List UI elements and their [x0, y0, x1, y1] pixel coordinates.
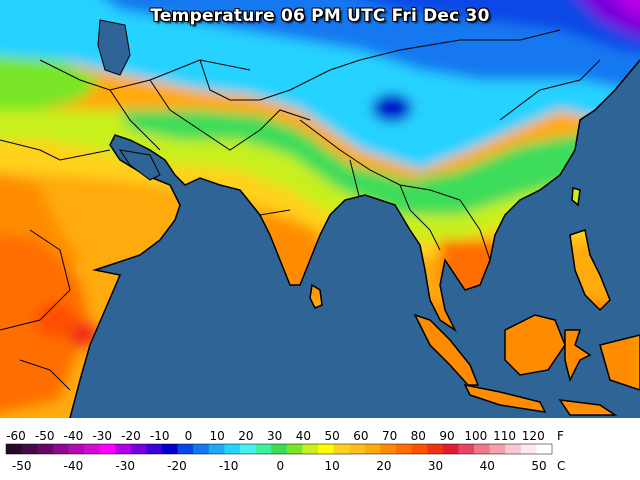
celsius-tick: -20 [167, 459, 187, 473]
celsius-tick: -30 [115, 459, 135, 473]
color-swatch [286, 444, 303, 454]
color-swatch [536, 444, 553, 454]
fahrenheit-tick: 0 [185, 429, 193, 443]
color-swatch [224, 444, 241, 454]
color-swatch [115, 444, 132, 454]
fahrenheit-tick: -40 [64, 429, 84, 443]
celsius-tick: 50 [531, 459, 546, 473]
fahrenheit-tick-labels: -60 -50 -40 -30 -20 -10 0 10 20 30 40 50 60 70 80 90 100… [6, 429, 545, 443]
fahrenheit-tick: 80 [411, 429, 426, 443]
color-swatch [99, 444, 116, 454]
color-swatch [411, 444, 428, 454]
fahrenheit-tick: 70 [382, 429, 397, 443]
celsius-tick-labels: -50 -40 -30 -20 -10 0 10 20 30 40 50 [12, 459, 547, 473]
color-swatch [364, 444, 381, 454]
color-swatch [427, 444, 444, 454]
color-swatch [255, 444, 272, 454]
celsius-unit: C [557, 459, 565, 473]
fahrenheit-tick: 60 [353, 429, 368, 443]
celsius-tick: -50 [12, 459, 32, 473]
color-swatch [318, 444, 335, 454]
fahrenheit-tick: 90 [439, 429, 454, 443]
coastline [69, 59, 640, 418]
fahrenheit-tick: 30 [267, 429, 282, 443]
color-swatch [520, 444, 537, 454]
color-swatch [505, 444, 522, 454]
persian-gulf [118, 149, 161, 181]
color-swatch [240, 444, 257, 454]
fahrenheit-tick: 50 [324, 429, 339, 443]
color-swatch [193, 444, 210, 454]
fahrenheit-tick: 20 [238, 429, 253, 443]
fahrenheit-tick: 120 [522, 429, 545, 443]
fahrenheit-unit: F [557, 429, 564, 443]
celsius-tick: -10 [219, 459, 239, 473]
fahrenheit-tick: -60 [6, 429, 26, 443]
color-swatch [380, 444, 397, 454]
celsius-tick: -40 [64, 459, 84, 473]
fahrenheit-tick: -30 [92, 429, 112, 443]
color-swatch [52, 444, 69, 454]
color-swatch [68, 444, 85, 454]
celsius-tick: 30 [428, 459, 443, 473]
fahrenheit-tick: 10 [210, 429, 225, 443]
fahrenheit-tick: 100 [464, 429, 487, 443]
color-swatch [208, 444, 225, 454]
map-title: Temperature 06 PM UTC Fri Dec 30 [150, 6, 490, 26]
color-swatch [6, 444, 23, 454]
color-swatch [162, 444, 179, 454]
color-swatch [396, 444, 413, 454]
celsius-tick: 40 [480, 459, 495, 473]
celsius-tick: 0 [277, 459, 285, 473]
fahrenheit-tick: 110 [493, 429, 516, 443]
color-swatch [442, 444, 459, 454]
fahrenheit-tick: -10 [150, 429, 170, 443]
color-swatch [146, 444, 163, 454]
temperature-map [0, 0, 640, 418]
fahrenheit-tick: -20 [121, 429, 141, 443]
fahrenheit-tick: -50 [35, 429, 55, 443]
color-swatch [458, 444, 475, 454]
celsius-tick: 10 [324, 459, 339, 473]
color-swatch [271, 444, 288, 454]
color-swatch [489, 444, 506, 454]
caspian-sea [97, 19, 131, 76]
color-swatch [84, 444, 101, 454]
color-swatch [302, 444, 319, 454]
color-swatch [349, 444, 366, 454]
color-swatch [130, 444, 147, 454]
color-scale-bar [6, 444, 553, 454]
country-borders [0, 29, 601, 391]
celsius-tick: 20 [376, 459, 391, 473]
color-swatch [474, 444, 491, 454]
color-swatch [333, 444, 350, 454]
temperature-legend: -60 -50 -40 -30 -20 -10 0 10 20 30 40 50 60 70 80 90 100… [0, 418, 640, 480]
color-scale-border [5, 443, 553, 455]
color-swatch [21, 444, 38, 454]
fahrenheit-tick: 40 [296, 429, 311, 443]
color-swatch [177, 444, 194, 454]
color-swatch [37, 444, 54, 454]
